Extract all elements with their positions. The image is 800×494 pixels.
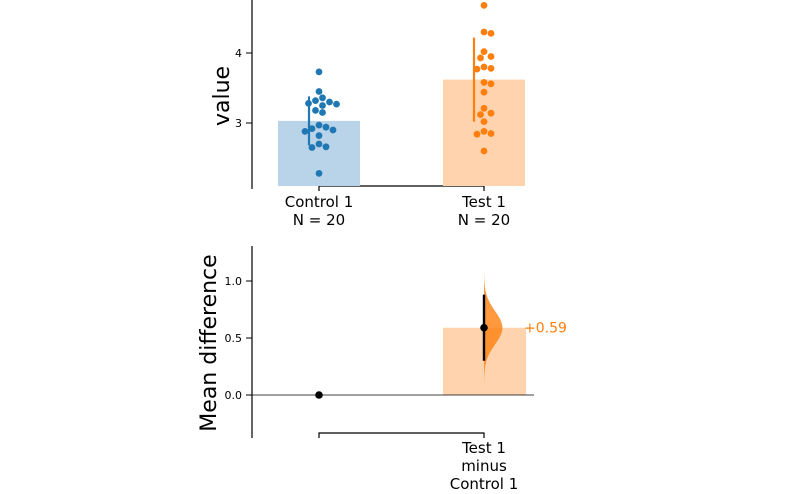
data-point — [487, 53, 495, 60]
bottom-y-tick-label: 0.0 — [225, 389, 243, 402]
data-point — [315, 68, 323, 76]
bottom-y-tick-label: 1.0 — [225, 275, 243, 288]
data-point — [333, 100, 340, 108]
data-point — [480, 63, 488, 71]
data-point — [301, 127, 309, 135]
group-label-test-1: Test 1 — [461, 193, 506, 211]
data-point — [487, 80, 495, 88]
data-point — [312, 97, 319, 104]
data-point — [480, 127, 488, 135]
mean-difference-annotation: +0.59 — [524, 321, 567, 337]
data-point — [308, 125, 316, 132]
data-point — [315, 170, 323, 177]
reference-point — [315, 391, 323, 399]
top-x-ticks — [318, 186, 485, 191]
data-point — [473, 130, 481, 138]
group-label-control-1: Control 1 — [285, 193, 354, 211]
effect-size-panel: 0.0 0.5 1.0 Mean difference +0.59 Test 1 m… — [197, 246, 567, 493]
data-point — [315, 140, 323, 148]
top-y-tick-label: 4 — [235, 47, 242, 60]
comparison-bracket — [318, 432, 485, 438]
data-point — [480, 48, 488, 55]
data-point — [305, 100, 312, 107]
data-point — [308, 144, 316, 151]
data-point — [312, 107, 319, 114]
data-point — [322, 123, 330, 131]
data-point — [480, 88, 488, 96]
data-point — [480, 28, 488, 36]
data-point — [319, 94, 326, 102]
data-point — [480, 104, 488, 112]
bootstrap-distribution — [484, 271, 503, 384]
top-y-axis-title: value — [210, 66, 235, 126]
data-point — [477, 54, 484, 62]
data-point — [480, 147, 488, 155]
raw-data-panel: 34 value Control 1 N = 20 Test 1 N = 20 — [210, 0, 525, 229]
data-point — [480, 118, 488, 125]
mean-difference-point — [480, 323, 488, 332]
data-point — [315, 88, 323, 95]
data-point — [329, 126, 337, 134]
data-point — [315, 132, 323, 140]
data-point — [487, 109, 495, 117]
comparison-label-line-1: Test 1 — [461, 439, 506, 457]
bottom-y-axis-title: Mean difference — [197, 254, 222, 431]
data-point — [319, 109, 326, 116]
bootstrap-half-violin — [484, 271, 503, 384]
data-point — [487, 30, 495, 37]
data-point — [487, 130, 495, 137]
top-y-tick-label: 3 — [235, 117, 242, 130]
data-point — [487, 65, 495, 72]
data-point — [477, 111, 484, 118]
bottom-y-tick-label: 0.5 — [225, 332, 243, 345]
top-swarm-points — [301, 2, 495, 177]
data-point — [480, 79, 488, 86]
data-point — [315, 121, 323, 129]
data-point — [322, 143, 330, 151]
group-n-label-control-1: N = 20 — [293, 211, 345, 229]
data-point — [473, 65, 481, 73]
bottom-y-ticks: 0.0 0.5 1.0 — [225, 275, 252, 402]
comparison-label-line-3: Control 1 — [450, 475, 519, 493]
top-y-ticks: 34 — [235, 47, 252, 130]
data-point — [480, 2, 488, 9]
data-point — [319, 102, 326, 109]
data-point — [326, 98, 333, 106]
effect-size-marks — [315, 294, 488, 399]
comparison-label-line-2: minus — [461, 457, 507, 475]
group-n-label-test-1: N = 20 — [458, 211, 510, 229]
